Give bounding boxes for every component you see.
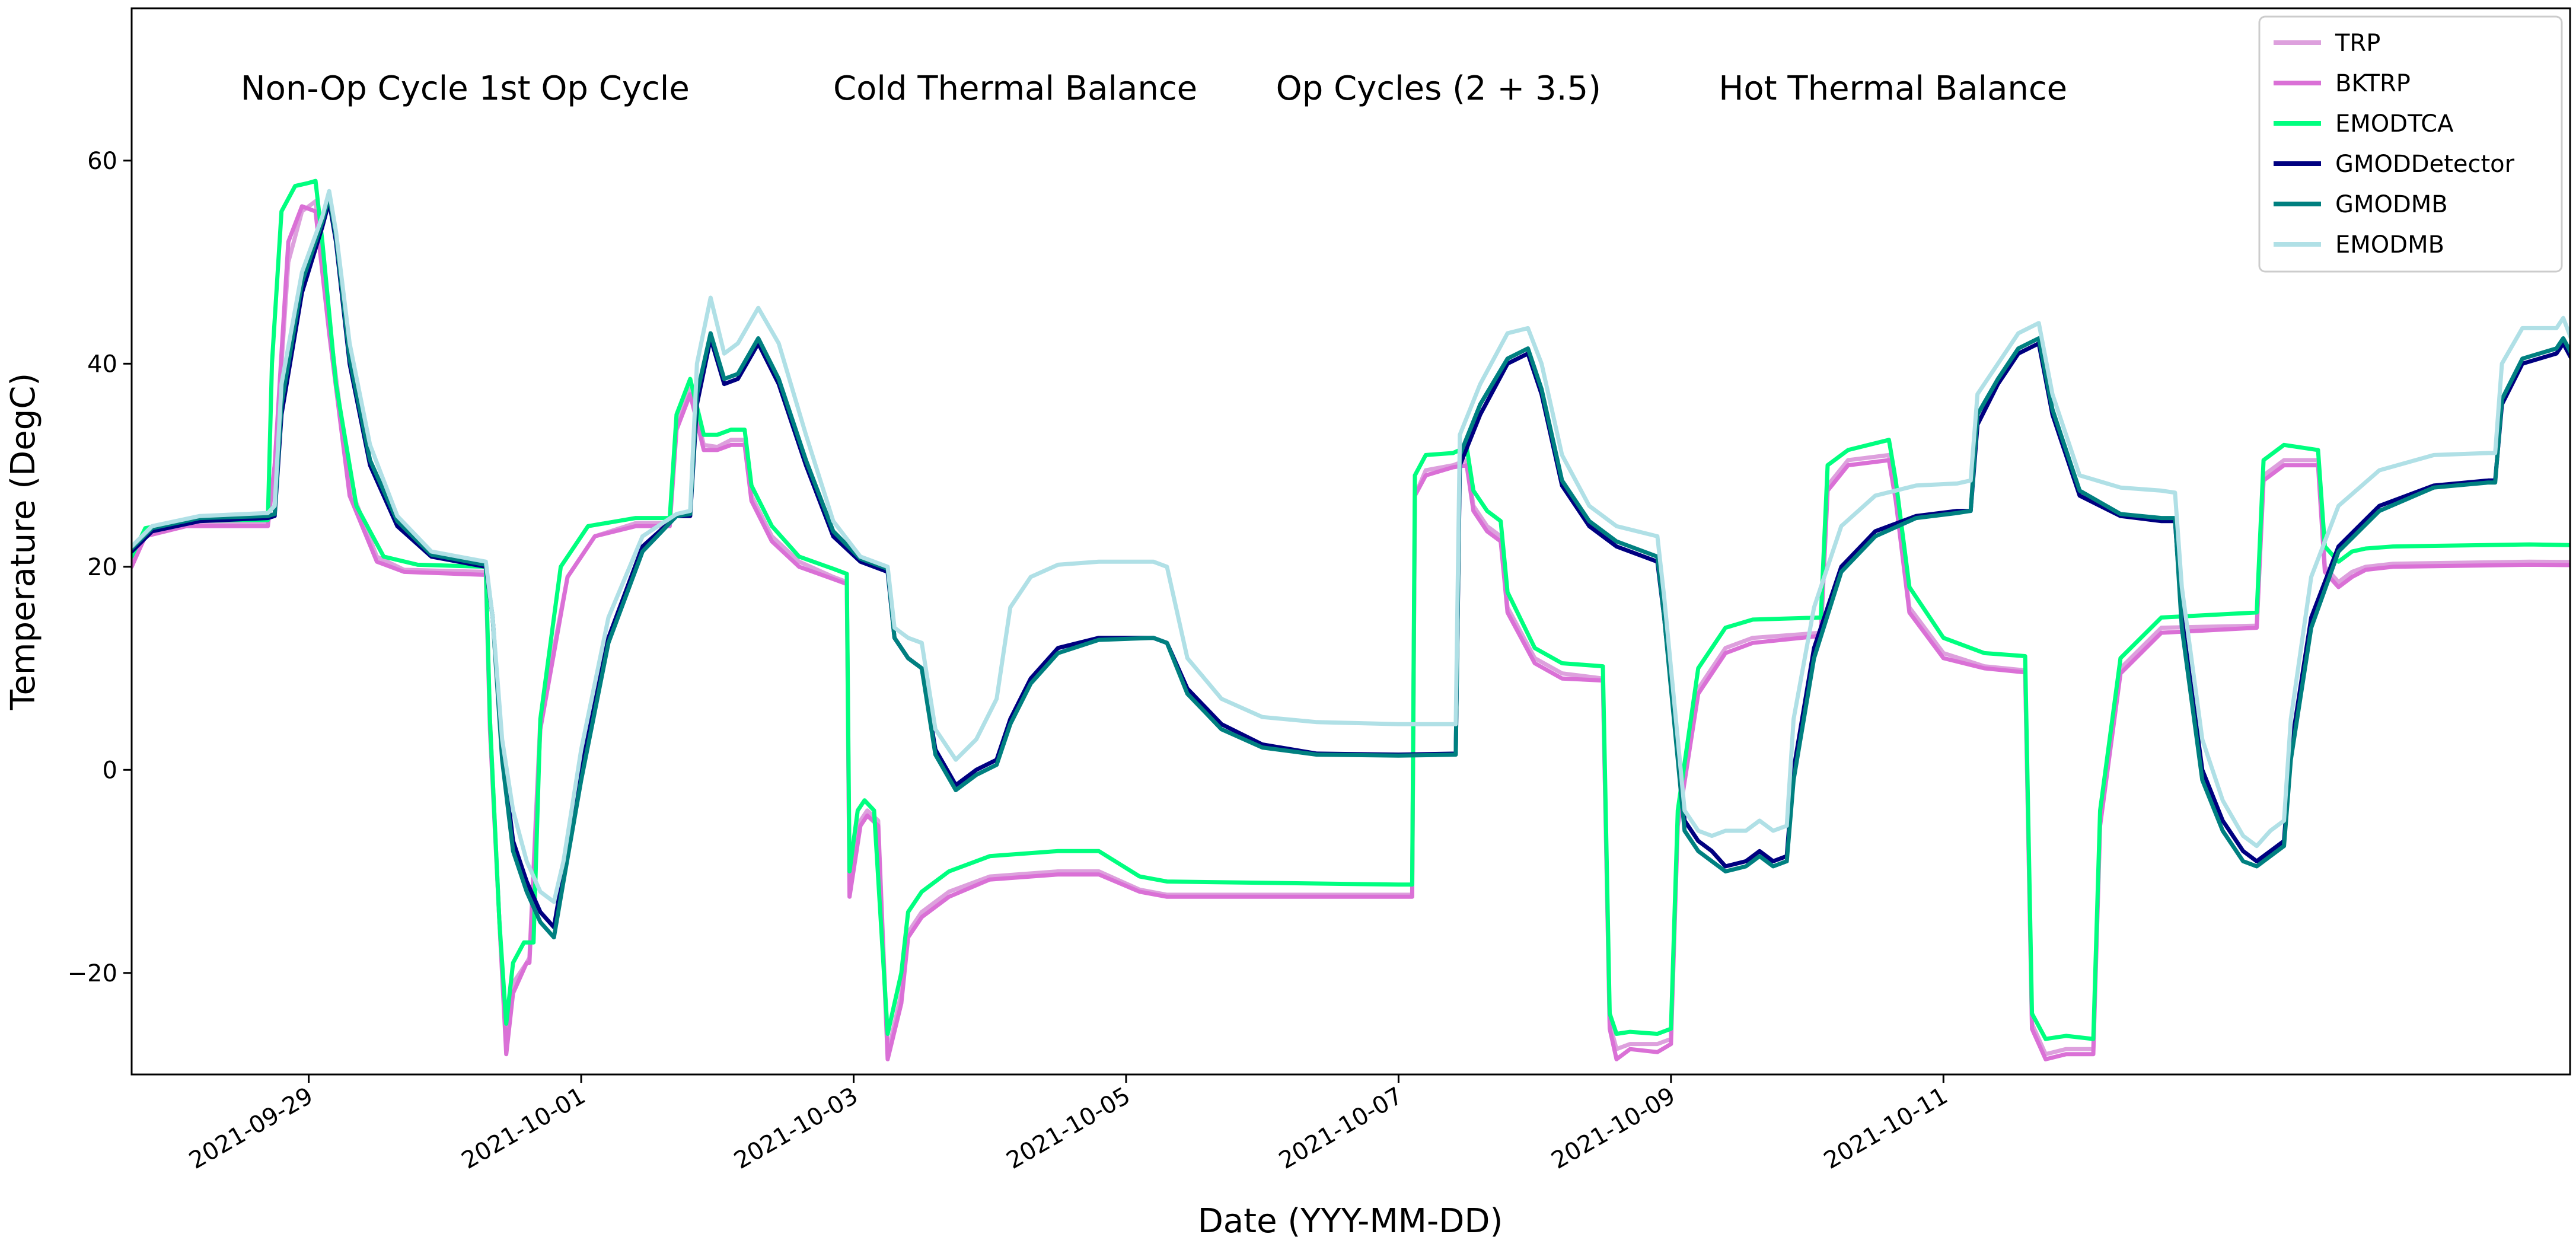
y-axis: −20 0 20 40 60 bbox=[68, 148, 132, 987]
series-line-bktrp-1 bbox=[132, 204, 2570, 1061]
y-tick-label: 60 bbox=[87, 148, 117, 175]
phase-annotation: 1st Op Cycle bbox=[479, 69, 690, 108]
series-line-emodmb-1 bbox=[132, 189, 2570, 904]
legend-label-emodmb: EMODMB bbox=[2335, 231, 2444, 259]
legend-box bbox=[2258, 15, 2563, 273]
y-tick-label: 20 bbox=[87, 554, 117, 581]
series-line-emodtca-1 bbox=[132, 178, 2570, 1041]
phase-annotation: Hot Thermal Balance bbox=[1719, 69, 2067, 108]
y-axis-title: Temperature (DegC) bbox=[4, 373, 43, 710]
x-axis-title: Date (YYY-MM-DD) bbox=[1198, 1202, 1503, 1241]
series-line-gmodmb-1 bbox=[132, 194, 2570, 940]
legend-label-emodtca: EMODTCA bbox=[2335, 110, 2454, 138]
y-tick-label: 0 bbox=[103, 757, 117, 784]
legend-label-gmoddetector: GMODDetector bbox=[2335, 151, 2515, 178]
series-layer bbox=[132, 178, 2570, 1061]
phase-annotation: Op Cycles (2 + 3.5) bbox=[1276, 69, 1601, 108]
plot-frame bbox=[130, 7, 2571, 1076]
y-tick-label: −20 bbox=[68, 960, 117, 987]
legend-label-trp: TRP bbox=[2335, 30, 2380, 57]
legend-label-bktrp: BKTRP bbox=[2335, 70, 2411, 97]
phase-annotation: Non-Op Cycle bbox=[241, 69, 468, 108]
y-tick-label: 40 bbox=[87, 350, 117, 378]
phase-annotation: Cold Thermal Balance bbox=[833, 69, 1197, 108]
legend: TRP BKTRP EMODTCA GMODDetector GMODMB EMODMB bbox=[2258, 15, 2563, 273]
phase-annotations: Non-Op Cycle 1st Op Cycle Cold Thermal Bal… bbox=[241, 69, 2067, 108]
series-line-gmoddetector-1 bbox=[132, 199, 2570, 930]
legend-label-gmodmb: GMODMB bbox=[2335, 191, 2448, 218]
